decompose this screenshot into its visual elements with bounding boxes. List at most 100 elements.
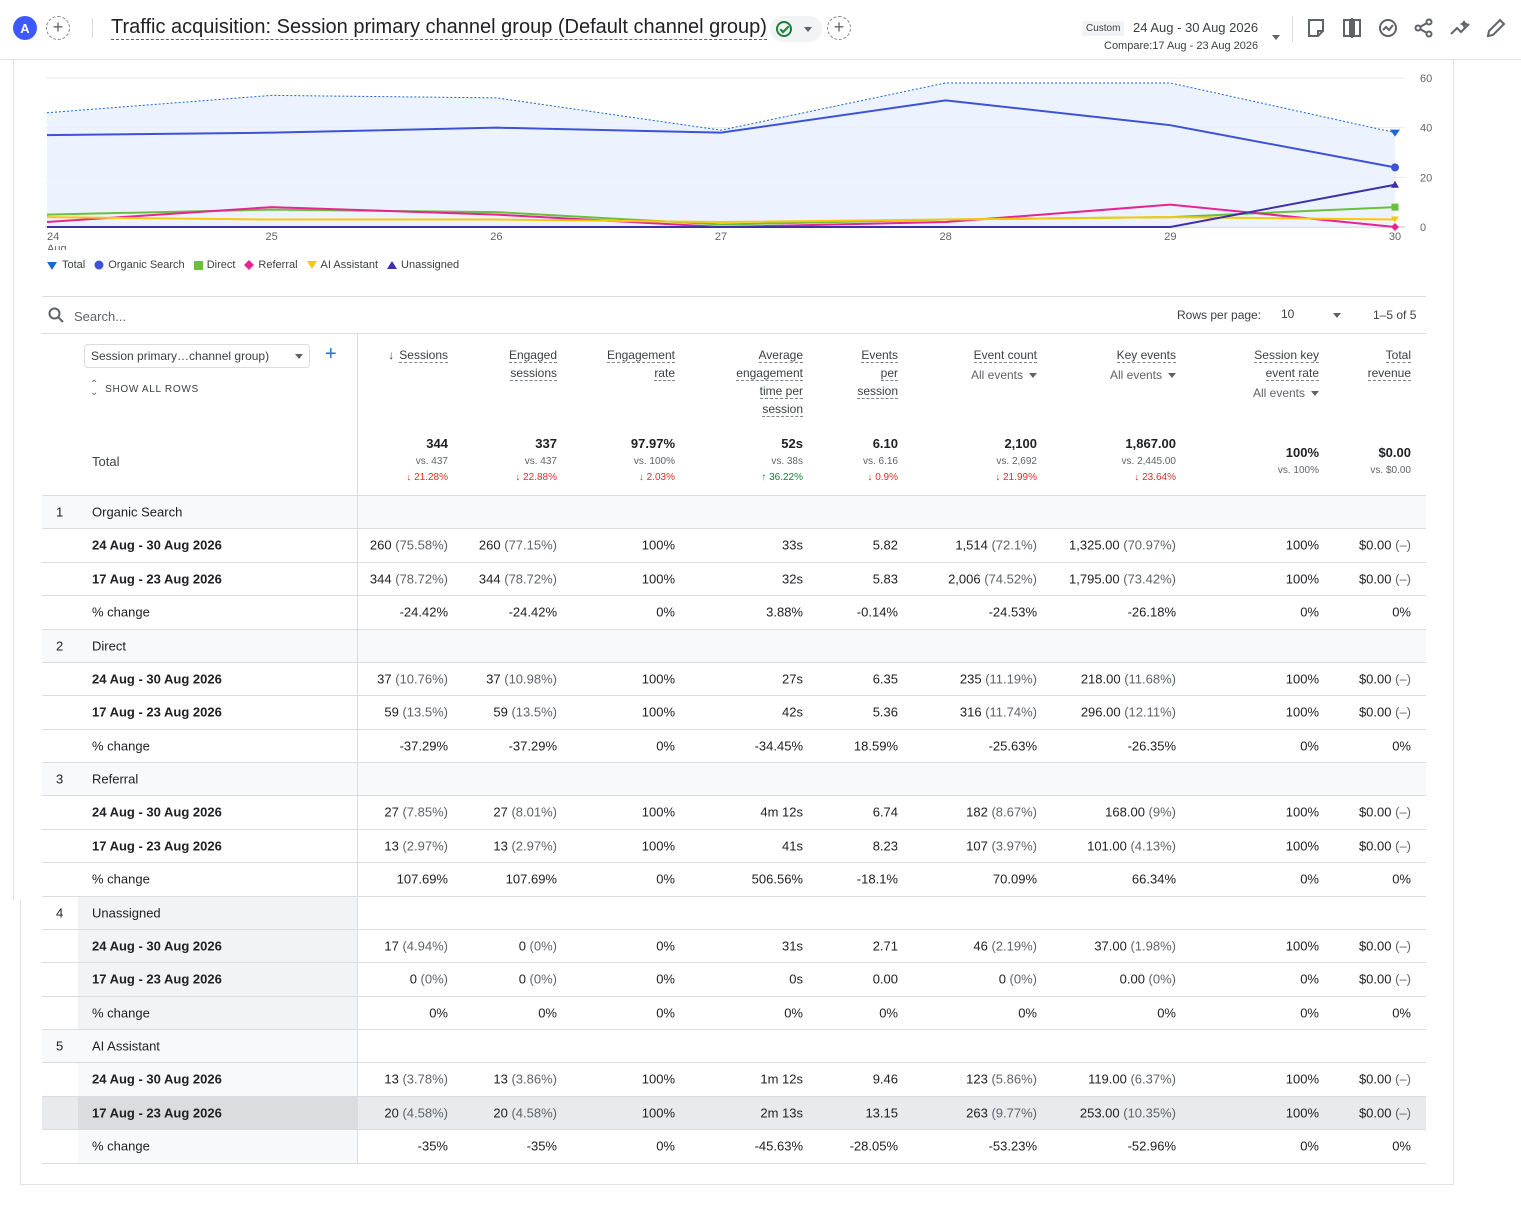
event-filter-dropdown[interactable]: All events	[1253, 384, 1319, 402]
date-picker-chevron-icon[interactable]	[1272, 35, 1280, 40]
dimension-select[interactable]: Session primary…channel group)	[84, 344, 310, 368]
add-filter-button[interactable]: +	[827, 16, 851, 40]
column-divider	[357, 929, 358, 962]
trend-icon[interactable]	[1449, 17, 1471, 39]
column-header[interactable]: Engaged sessions	[508, 346, 557, 382]
table-cell: 0%	[656, 738, 675, 753]
date-range[interactable]: 24 Aug - 30 Aug 2026	[1133, 20, 1259, 35]
table-cell: 100%	[1286, 838, 1319, 853]
cell-value: 107	[966, 838, 988, 854]
table-row[interactable]: 24 Aug - 30 Aug 2026 260 (75.58%) 260 (77.…	[42, 529, 1426, 563]
table-cell: $0.00 (–)	[1359, 1072, 1411, 1087]
table-cell: 0s	[789, 972, 803, 987]
table-cell: 70.09%	[993, 872, 1037, 887]
cell-value: 182	[966, 804, 988, 820]
cell-value: $0.00	[1358, 704, 1392, 720]
column-header[interactable]: Average engagement time per session	[736, 346, 803, 418]
edit-icon[interactable]	[1485, 17, 1507, 39]
column-header[interactable]: Total revenue	[1367, 346, 1411, 382]
table-cell: 0%	[1392, 1005, 1411, 1020]
column-header[interactable]: Key events All events	[1110, 346, 1176, 384]
table-cell: 0%	[1392, 1139, 1411, 1154]
rows-per-page-select[interactable]: 10	[1281, 307, 1341, 321]
column-header[interactable]: Events per session	[857, 346, 898, 400]
cell-share: (2.19%)	[987, 938, 1037, 954]
total-change: ↓ 21.28%	[406, 472, 448, 483]
column-header[interactable]: Engagement rate	[606, 346, 675, 382]
row-shade	[78, 1130, 357, 1163]
cell-value: 37.00	[1094, 938, 1127, 954]
cell-value: 100%	[641, 571, 675, 587]
table-cell: 42s	[782, 705, 803, 720]
cell-value: -45.63%	[754, 1138, 803, 1154]
share-notes-icon[interactable]	[1305, 17, 1327, 39]
compare-range[interactable]: Compare:17 Aug - 23 Aug 2026	[1104, 40, 1259, 52]
cell-value: 20	[493, 1105, 508, 1121]
table-row[interactable]: 17 Aug - 23 Aug 2026 0 (0%) 0 (0%) 0% 0s 0.00…	[42, 963, 1426, 997]
event-filter-dropdown[interactable]: All events	[1110, 366, 1176, 384]
search-input[interactable]	[74, 306, 474, 326]
x-tick-label: 26	[490, 231, 502, 243]
table-row[interactable]: % change -35% -35% 0% -45.63% -28.05% -53.23% -…	[42, 1130, 1426, 1164]
cell-value: 344	[478, 571, 501, 587]
group-row[interactable]: 4 Unassigned	[42, 896, 1426, 930]
cell-share: (10.98%)	[500, 671, 557, 687]
table-row[interactable]: % change 107.69% 107.69% 0% 506.56% -18.1% 70.…	[42, 863, 1426, 897]
legend-item-referral[interactable]: Referral	[244, 259, 298, 271]
table-row[interactable]: % change -24.42% -24.42% 0% 3.88% -0.14% -24.5…	[42, 596, 1426, 630]
table-row[interactable]: % change -37.29% -37.29% 0% -34.45% 18.59% -25…	[42, 729, 1426, 763]
table-row[interactable]: 24 Aug - 30 Aug 2026 13 (3.78%) 13 (3.86%)…	[42, 1063, 1426, 1097]
channel-name: Organic Search	[92, 504, 183, 520]
table-row[interactable]: % change 0% 0% 0% 0% 0% 0% 0% 0% 0%	[42, 996, 1426, 1030]
total-compare-value: vs. $0.00	[1370, 465, 1411, 476]
column-divider	[357, 696, 358, 729]
table-cell: 0%	[1392, 605, 1411, 620]
legend-item-ai-assistant[interactable]: AI Assistant	[306, 259, 378, 271]
row-label: 17 Aug - 23 Aug 2026	[92, 838, 222, 854]
cell-share: (4.94%)	[398, 938, 448, 954]
account-avatar[interactable]: A	[13, 16, 37, 40]
legend-item-organic-search[interactable]: Organic Search	[94, 259, 185, 271]
cell-value: 0%	[1300, 1138, 1319, 1154]
cell-value: -0.14%	[856, 604, 898, 620]
column-header[interactable]: Event count All events	[971, 346, 1037, 384]
cell-value: 1,795.00	[1069, 571, 1120, 587]
legend-item-direct[interactable]: Direct	[193, 259, 235, 271]
table-row[interactable]: 24 Aug - 30 Aug 2026 37 (10.76%) 37 (10.98…	[42, 662, 1426, 696]
table-cell: -45.63%	[755, 1139, 803, 1154]
table-row[interactable]: 17 Aug - 23 Aug 2026 344 (78.72%) 344 (78.…	[42, 562, 1426, 596]
group-row[interactable]: 1 Organic Search	[42, 496, 1426, 529]
cell-value: 31s	[782, 938, 803, 954]
show-all-rows-button[interactable]: ⌃ ⌄ SHOW ALL ROWS	[90, 380, 199, 398]
total-value: 2,100	[1004, 436, 1037, 451]
compare-columns-icon[interactable]	[1341, 17, 1363, 39]
add-comparison-button[interactable]: +	[46, 16, 70, 40]
table-row[interactable]: 17 Aug - 23 Aug 2026 59 (13.5%) 59 (13.5%)…	[42, 696, 1426, 730]
column-header[interactable]: Session key event rate All events	[1253, 346, 1319, 402]
table-row[interactable]: 17 Aug - 23 Aug 2026 20 (4.58%) 20 (4.58%)…	[42, 1096, 1426, 1130]
cell-share: (–)	[1391, 571, 1411, 587]
group-row[interactable]: 5 AI Assistant	[42, 1030, 1426, 1063]
column-header-label: Total	[1385, 348, 1411, 363]
column-header[interactable]: ↓ Sessions	[388, 346, 448, 364]
table-row[interactable]: 24 Aug - 30 Aug 2026 17 (4.94%) 0 (0%) 0% 31…	[42, 929, 1426, 963]
event-filter-dropdown[interactable]: All events	[971, 366, 1037, 384]
group-row[interactable]: 2 Direct	[42, 629, 1426, 663]
total-compare-value: vs. 6.16	[862, 456, 898, 467]
page-title[interactable]: Traffic acquisition: Session primary cha…	[111, 16, 767, 40]
row-shade	[78, 963, 357, 996]
insights-icon[interactable]	[1377, 17, 1399, 39]
cell-share: (–)	[1391, 537, 1411, 553]
table-cell: 0%	[784, 1005, 803, 1020]
cell-value: 18.59%	[853, 738, 898, 754]
table-cell: 13 (2.97%)	[384, 838, 448, 853]
add-dimension-button[interactable]: +	[325, 343, 337, 365]
table-row[interactable]: 17 Aug - 23 Aug 2026 13 (2.97%) 13 (2.97%)…	[42, 829, 1426, 863]
row-label: 24 Aug - 30 Aug 2026	[92, 804, 222, 820]
share-icon[interactable]	[1413, 17, 1435, 39]
legend-item-total[interactable]: Total	[46, 259, 85, 271]
report-status-dropdown[interactable]	[770, 16, 822, 42]
table-row[interactable]: 24 Aug - 30 Aug 2026 27 (7.85%) 27 (8.01%)…	[42, 796, 1426, 830]
legend-item-unassigned[interactable]: Unassigned	[387, 259, 459, 271]
group-row[interactable]: 3 Referral	[42, 763, 1426, 796]
